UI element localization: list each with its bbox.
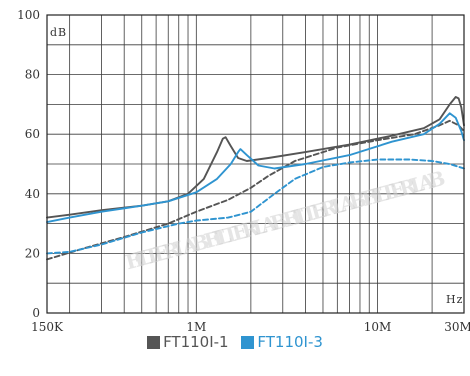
legend-item-ft110-1: FT110Ⅰ-1	[147, 333, 229, 351]
y-tick-label: 40	[25, 187, 40, 201]
series-line-ft110i-1-dashed	[46, 119, 465, 261]
y-tick-label: 60	[25, 127, 40, 141]
legend-label-ft110-3: FT110Ⅰ-3	[257, 333, 323, 351]
x-tick-label: 1M	[186, 320, 206, 334]
tick-labels: 0 20 40 60 80 100 150K 1M 10M 30M	[17, 8, 470, 334]
y-tick-label: 100	[17, 8, 40, 22]
plot-frame	[46, 14, 465, 314]
y-axis-unit: dB	[50, 26, 67, 39]
x-tick-label: 10M	[364, 320, 392, 334]
series-lines	[46, 96, 465, 261]
legend-label-ft110-1: FT110Ⅰ-1	[163, 333, 229, 351]
legend-item-ft110-3: FT110Ⅰ-3	[241, 333, 323, 351]
y-tick-label: 0	[32, 306, 40, 320]
legend-swatch-ft110-3	[241, 335, 255, 349]
series-line-ft110i-3-solid	[46, 112, 465, 224]
legend-swatch-ft110-1	[147, 335, 161, 349]
x-axis-unit: Hz	[446, 293, 463, 306]
x-tick-label: 30M	[444, 320, 470, 334]
y-tick-label: 80	[25, 68, 40, 82]
y-tick-label: 20	[25, 246, 40, 260]
series-line-ft110i-3-dashed	[46, 158, 465, 255]
x-tick-label: 150K	[31, 320, 64, 334]
legend: FT110Ⅰ-1 FT110Ⅰ-3	[0, 333, 470, 353]
grid	[47, 15, 464, 313]
